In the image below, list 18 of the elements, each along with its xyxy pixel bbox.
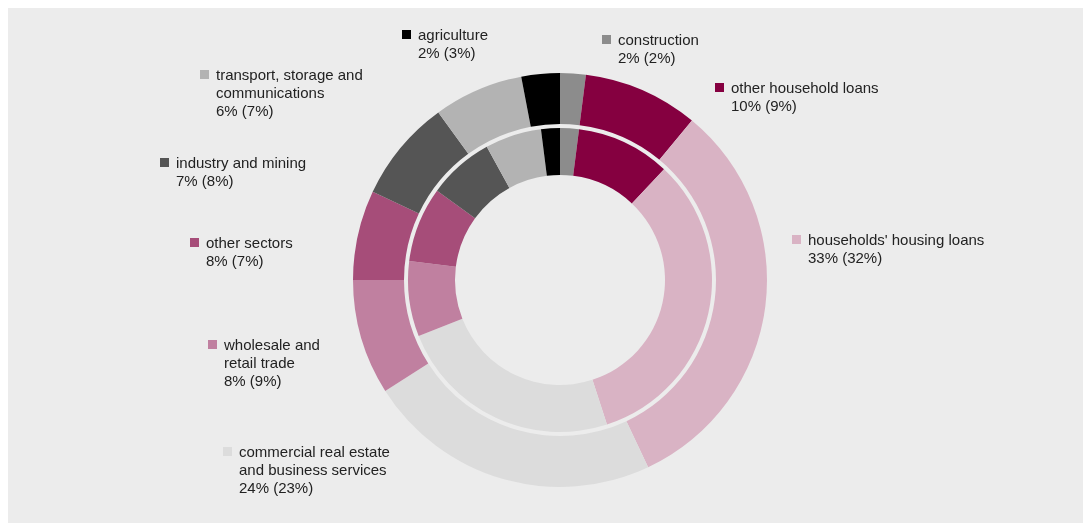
- data-label: 33% (32%): [808, 249, 883, 266]
- data-label: 2% (3%): [418, 44, 476, 61]
- legend-label: agriculture: [418, 26, 489, 43]
- data-label: 10% (9%): [731, 97, 797, 114]
- data-label: 2% (2%): [618, 49, 676, 66]
- data-label: 8% (9%): [224, 372, 282, 389]
- data-label: 24% (23%): [239, 479, 314, 496]
- legend-label: commercial real estate and business services: [239, 443, 390, 478]
- data-label: 6% (7%): [216, 102, 274, 119]
- legend-label: other household loans: [731, 79, 879, 96]
- legend-label: other sectors: [206, 234, 293, 251]
- data-label: 8% (7%): [206, 252, 264, 269]
- legend-label: industry and mining: [176, 154, 307, 171]
- legend-label: wholesale and retail trade: [223, 336, 320, 371]
- legend-label: transport, storage and communications: [216, 66, 363, 101]
- data-label: 7% (8%): [176, 172, 234, 189]
- legend-label: households' housing loans: [808, 231, 985, 248]
- legend-label: construction: [618, 31, 699, 48]
